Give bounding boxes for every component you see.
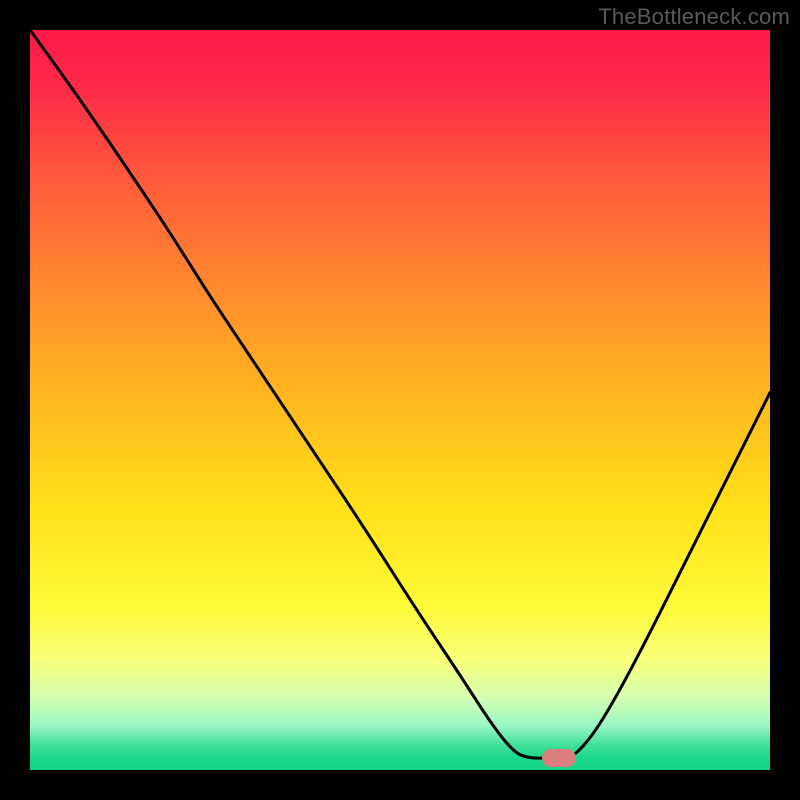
bottleneck-curve-line <box>30 30 770 770</box>
optimal-point-marker <box>542 749 576 767</box>
watermark-text: TheBottleneck.com <box>598 4 790 30</box>
chart-plot-area <box>30 30 770 770</box>
